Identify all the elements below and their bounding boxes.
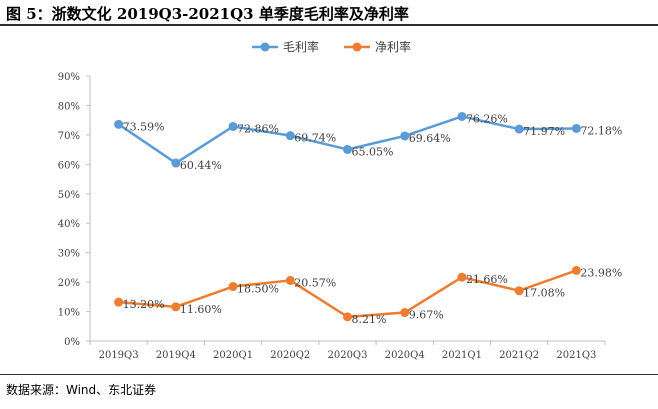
data-label: 17.08% [523, 287, 565, 300]
y-tick-label: 30% [58, 249, 80, 260]
y-tick-label: 60% [58, 160, 80, 171]
x-tick-label: 2019Q3 [99, 350, 139, 361]
data-point [514, 124, 524, 134]
data-label: 69.64% [409, 132, 451, 145]
x-tick-label: 2019Q4 [156, 350, 196, 361]
data-point [285, 275, 295, 285]
data-label: 69.74% [294, 132, 336, 145]
data-label: 18.50% [237, 283, 279, 296]
y-tick-label: 10% [58, 308, 80, 319]
y-tick-label: 70% [58, 131, 80, 142]
line-chart: 毛利率 净利率 0% 10% 20% 30% 40% 50% 60% 70% 80% 90% 201… [58, 39, 623, 361]
data-label: 72.18% [580, 124, 622, 137]
data-point [457, 272, 467, 282]
x-tick-label: 2021Q2 [499, 350, 539, 361]
data-label: 20.57% [294, 276, 336, 289]
data-point [571, 123, 581, 133]
data-label: 23.98% [580, 266, 622, 279]
y-tick-label: 90% [58, 72, 80, 83]
x-axis: 2019Q3 2019Q4 2020Q1 2020Q2 2020Q3 2020Q4 2021… [89, 340, 606, 361]
x-tick-label: 2020Q4 [385, 350, 425, 361]
data-label: 73.59% [123, 120, 165, 133]
data-label: 76.26% [466, 112, 508, 125]
legend: 毛利率 净利率 [252, 39, 411, 54]
source-note: 数据来源：Wind、东北证券 [6, 383, 157, 397]
legend-swatch-marker [260, 42, 270, 52]
data-point [171, 158, 181, 168]
series-group [114, 111, 581, 322]
top-rule [0, 24, 658, 26]
x-tick-label: 2021Q1 [442, 350, 482, 361]
data-label: 11.60% [180, 303, 222, 316]
data-label: 9.67% [409, 309, 444, 322]
data-label: 21.66% [466, 273, 508, 286]
data-label: 72.86% [237, 122, 279, 135]
data-point [400, 131, 410, 141]
data-point [228, 121, 238, 131]
y-tick-label: 80% [58, 101, 80, 112]
data-point [285, 131, 295, 141]
data-label: 8.21% [352, 313, 387, 326]
data-label: 13.20% [123, 298, 165, 311]
data-point [171, 302, 181, 312]
data-point [114, 119, 124, 129]
y-tick-label: 50% [58, 190, 80, 201]
y-tick-label: 20% [58, 278, 80, 289]
data-point [114, 297, 124, 307]
data-point [514, 286, 524, 296]
data-point [343, 144, 352, 154]
data-labels: 73.59% 60.44% 72.86% 69.74% 65.05% 69.64% 76.2… [123, 112, 623, 325]
x-tick-label: 2021Q3 [556, 350, 596, 361]
data-label: 65.05% [352, 145, 394, 158]
data-label: 71.97% [523, 125, 565, 138]
y-tick-label: 0% [64, 337, 80, 348]
data-point [457, 111, 467, 121]
bottom-rule [0, 374, 658, 375]
figure-title: 图 5：浙数文化 2019Q3-2021Q3 单季度毛利率及净利率 [6, 5, 409, 23]
data-point [400, 308, 410, 318]
data-point [571, 265, 581, 275]
legend-label: 毛利率 [283, 39, 319, 54]
x-tick-label: 2020Q3 [327, 350, 367, 361]
legend-swatch-marker [352, 42, 362, 52]
y-tick-label: 40% [58, 219, 80, 230]
data-label: 60.44% [180, 159, 222, 172]
x-tick-label: 2020Q2 [270, 350, 310, 361]
y-axis: 0% 10% 20% 30% 40% 50% 60% 70% 80% 90% [58, 72, 91, 348]
data-point [343, 312, 352, 322]
data-point [228, 282, 238, 292]
legend-label: 净利率 [375, 39, 411, 54]
x-tick-label: 2020Q1 [213, 350, 253, 361]
